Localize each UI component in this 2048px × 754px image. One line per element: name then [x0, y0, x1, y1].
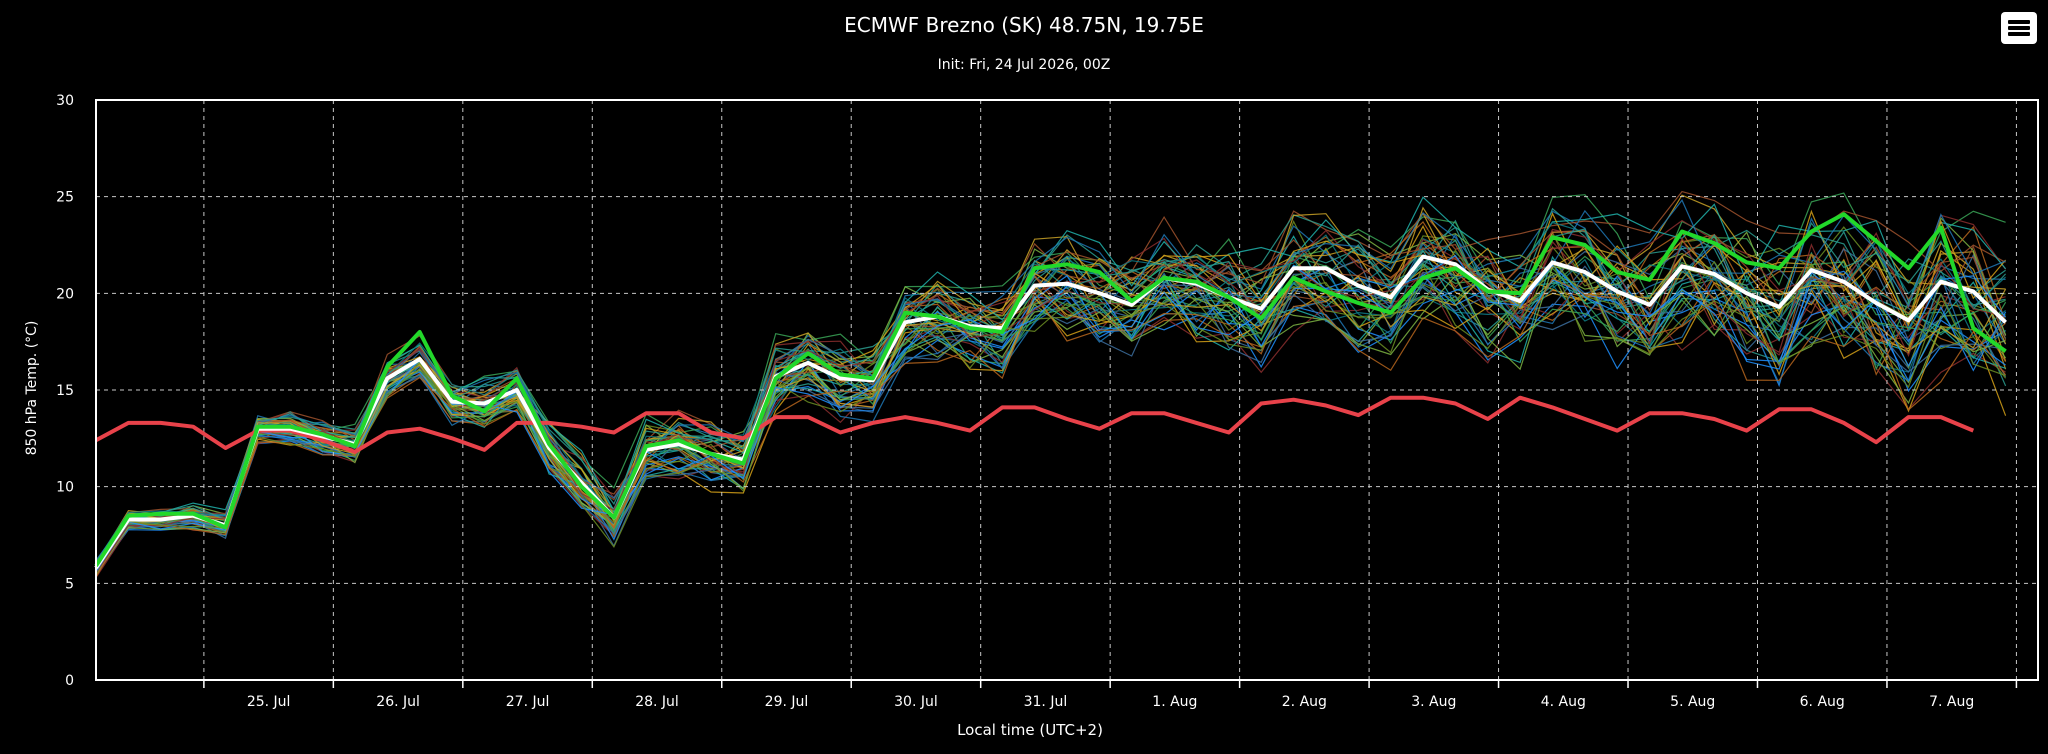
control-series-line: [94, 212, 2007, 567]
x-tick-label: 6. Aug: [1800, 694, 1845, 710]
hamburger-icon-bottom: [2008, 32, 2030, 36]
chart-title: ECMWF Brezno (SK) 48.75N, 19.75E: [844, 13, 1204, 37]
x-tick-label: 25. Jul: [247, 694, 291, 710]
menu-button[interactable]: [2001, 12, 2037, 44]
x-tick-label: 2. Aug: [1282, 694, 1327, 710]
y-gridlines: [96, 196, 2038, 584]
x-tick-label: 30. Jul: [894, 694, 938, 710]
ensemble-member-line: [95, 194, 2006, 565]
x-tick-label: 28. Jul: [635, 694, 679, 710]
ensemble-member-line: [95, 236, 2006, 574]
x-tick-label: 26. Jul: [376, 694, 420, 710]
y-tick-label: 5: [65, 576, 74, 592]
y-tick-label: 25: [56, 190, 74, 206]
y-tick-label: 30: [56, 93, 74, 109]
x-axis-ticks: 25. Jul 26. Jul 27. Jul 28. Jul 29. Jul 30. J…: [203, 680, 2018, 710]
ensemble-member-line: [95, 260, 2006, 569]
hamburger-icon: [2008, 20, 2030, 24]
hamburger-icon-middle: [2008, 26, 2030, 30]
x-tick-label: 31. Jul: [1024, 694, 1068, 710]
y-tick-label: 20: [56, 286, 74, 302]
x-tick-label: 3. Aug: [1411, 694, 1456, 710]
x-tick-label: 29. Jul: [765, 694, 809, 710]
ensemble-members: [95, 190, 2007, 578]
x-axis-label: Local time (UTC+2): [957, 721, 1103, 739]
y-tick-label: 10: [56, 480, 74, 496]
x-tick-label: 1. Aug: [1152, 694, 1197, 710]
y-axis-label: 850 hPa Temp. (°C): [24, 321, 40, 456]
ensemble-member-line: [95, 271, 2007, 569]
x-tick-label: 4. Aug: [1541, 694, 1586, 710]
x-tick-label: 5. Aug: [1670, 694, 1715, 710]
ensemble-member-line: [95, 254, 2007, 573]
y-tick-label: 15: [56, 383, 74, 399]
y-tick-label: 0: [65, 673, 74, 689]
plot-frame: [95, 99, 2039, 681]
climate-series-line: [95, 395, 1975, 454]
highlighted-series: [94, 212, 2007, 570]
mean-series-line: [94, 254, 2007, 570]
x-tick-label: 27. Jul: [506, 694, 550, 710]
x-tick-label: 7. Aug: [1929, 694, 1974, 710]
y-axis-ticks: 0 5 10 15 20 25 30: [56, 93, 74, 689]
ensemble-member-line: [95, 229, 2007, 562]
chart-subtitle: Init: Fri, 24 Jul 2026, 00Z: [938, 57, 1111, 73]
